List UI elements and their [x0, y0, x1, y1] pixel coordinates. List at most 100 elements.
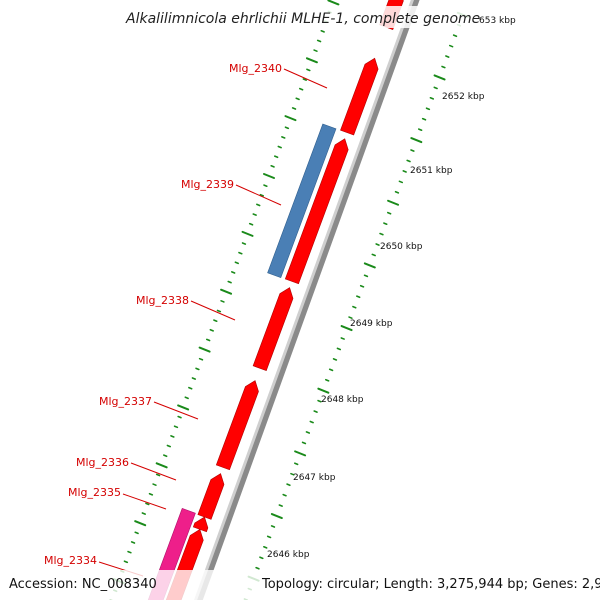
gene-label-mlg-2338[interactable]: Mlg_2338	[136, 294, 189, 307]
gene-label-mlg-2340[interactable]: Mlg_2340	[229, 62, 282, 75]
inner-tick-7	[306, 68, 311, 72]
inner-tick-58	[123, 560, 129, 564]
inner-tick-24	[241, 230, 254, 237]
inner-tick-25	[241, 242, 247, 245]
outer-tick-26	[359, 284, 365, 288]
outer-tick-21	[379, 232, 384, 236]
outer-tick-40	[305, 431, 311, 434]
outer-tick-23	[371, 253, 376, 257]
gene-arrow-3	[284, 138, 349, 285]
outer-tick-28	[352, 305, 357, 309]
scale-label-2650: 2650 kbp	[380, 242, 423, 252]
outer-tick-22	[375, 243, 380, 246]
outer-tick-16	[398, 180, 404, 184]
outer-tick-42	[294, 450, 307, 457]
outer-tick-31	[340, 337, 345, 340]
inner-tick-42	[177, 404, 190, 411]
outer-tick-39	[309, 420, 314, 424]
outer-tick-46	[282, 493, 287, 497]
leader-line-mlg-2338	[190, 300, 236, 321]
inner-tick-57	[127, 550, 132, 554]
gene-label-mlg-2336[interactable]: Mlg_2336	[76, 456, 129, 469]
inner-tick-50	[152, 483, 157, 486]
footer-backdrop	[0, 570, 600, 600]
outer-tick-38	[313, 410, 318, 413]
inner-tick-43	[177, 415, 182, 419]
inner-tick-53	[141, 512, 146, 515]
gene-label-mlg-2335[interactable]: Mlg_2335	[68, 486, 121, 499]
gene-label-mlg-2339[interactable]: Mlg_2339	[181, 178, 234, 191]
scale-label-2651: 2651 kbp	[410, 166, 453, 176]
gene-label-mlg-2334[interactable]: Mlg_2334	[44, 554, 97, 567]
outer-tick-10	[421, 117, 427, 121]
inner-tick-54	[134, 520, 147, 527]
outer-tick-18	[387, 199, 400, 206]
outer-tick-32	[336, 347, 342, 351]
inner-tick-8	[302, 78, 307, 81]
inner-tick-15	[277, 145, 282, 149]
inner-tick-21	[256, 203, 261, 207]
title-backdrop	[120, 6, 478, 28]
inner-tick-35	[205, 338, 211, 342]
leader-line-mlg-2340	[283, 68, 328, 89]
outer-tick-47	[278, 504, 283, 507]
scale-label-2652: 2652 kbp	[442, 92, 485, 102]
outer-tick-49	[270, 525, 276, 528]
outer-tick-4	[445, 55, 450, 58]
inner-tick-36	[198, 346, 211, 353]
inner-tick-13	[284, 126, 290, 130]
inner-tick-27	[234, 261, 239, 265]
outer-tick-6	[433, 74, 446, 81]
gene-arrow-7	[192, 516, 209, 533]
outer-tick-35	[325, 378, 330, 382]
outer-tick-7	[433, 86, 438, 90]
outer-tick-14	[406, 159, 411, 163]
outer-tick-48	[270, 513, 283, 520]
outer-tick-44	[290, 472, 295, 476]
inner-tick-17	[270, 164, 275, 168]
outer-tick-29	[348, 316, 353, 319]
backbone-shadow	[196, 0, 420, 600]
outer-tick-8	[429, 96, 435, 100]
outer-tick-51	[263, 545, 268, 549]
backbone-highlight	[194, 0, 414, 600]
leader-line-mlg-2336	[130, 462, 177, 481]
inner-tick-34	[209, 328, 214, 332]
inner-tick-49	[155, 473, 161, 477]
inner-tick-32	[216, 309, 222, 313]
gene-arrow-2	[340, 57, 379, 136]
outer-tick-50	[266, 535, 272, 539]
outer-tick-12	[410, 137, 423, 144]
outer-tick-30	[340, 325, 353, 332]
inner-tick-22	[252, 213, 257, 216]
gene-arrow-highlight	[267, 123, 337, 278]
inner-tick-10	[295, 97, 300, 101]
gene-label-mlg-2337[interactable]: Mlg_2337	[99, 395, 152, 408]
inner-tick-3	[320, 29, 325, 33]
inner-tick-14	[281, 136, 286, 139]
inner-tick-29	[227, 280, 232, 284]
outer-tick-2	[452, 34, 458, 38]
outer-tick-5	[441, 65, 446, 69]
inner-tick-31	[220, 300, 225, 303]
gene-arrow-6	[197, 473, 225, 520]
inner-tick-41	[184, 396, 189, 400]
inner-tick-28	[231, 271, 236, 274]
inner-tick-38	[195, 367, 200, 371]
inner-tick-44	[173, 425, 179, 429]
inner-tick-23	[248, 222, 254, 226]
outer-tick-33	[332, 358, 338, 361]
outer-tick-20	[383, 222, 388, 226]
inner-tick-47	[163, 454, 168, 458]
inner-tick-20	[259, 193, 265, 197]
inner-tick-5	[313, 49, 318, 52]
inner-tick-39	[191, 377, 197, 380]
inner-tick-30	[220, 288, 233, 295]
outer-tick-19	[386, 211, 392, 215]
outer-tick-15	[402, 170, 407, 173]
outer-tick-53	[255, 566, 260, 570]
gene-arrow-4	[252, 287, 294, 371]
outer-tick-52	[259, 556, 264, 560]
inner-tick-37	[198, 357, 204, 361]
